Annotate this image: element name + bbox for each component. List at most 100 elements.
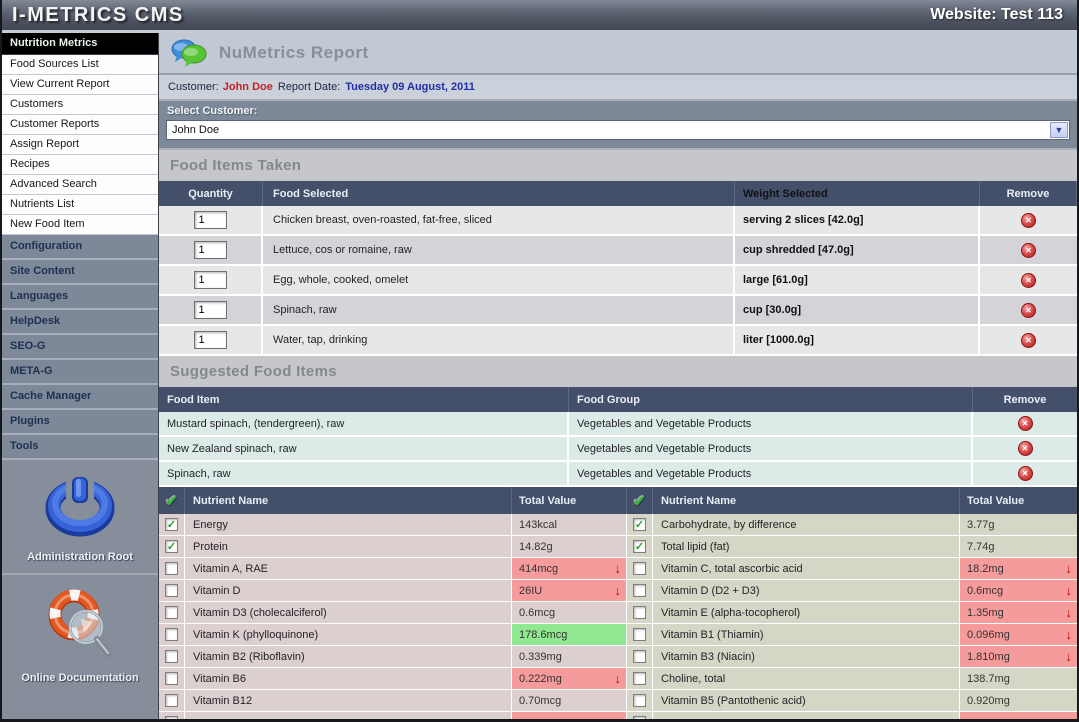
nutrient-checkbox[interactable] — [633, 672, 646, 685]
sidebar-item[interactable]: Food Sources List — [2, 55, 158, 75]
administration-root-label: Administration Root — [27, 551, 133, 563]
select-all-left-check-icon[interactable]: ✔ — [165, 492, 178, 510]
power-icon — [45, 474, 115, 537]
suggested-food-item-text: New Zealand spinach, raw — [159, 437, 569, 460]
nutrient-name-text: Vitamin B5 (Pantothenic acid) — [653, 690, 960, 711]
sidebar-item[interactable]: Customers — [2, 95, 158, 115]
sidebar-admin-item[interactable]: Cache Manager — [2, 385, 158, 410]
suggested-food-group-text: Vegetables and Vegetable Products — [569, 437, 973, 460]
sidebar-item[interactable]: New Food Item — [2, 215, 158, 235]
sidebar-admin-item[interactable]: Tools — [2, 435, 158, 460]
nutrient-checkbox[interactable] — [633, 694, 646, 707]
weight-selected-text: large [61.0g] — [735, 266, 980, 294]
sidebar-item[interactable]: Assign Report — [2, 135, 158, 155]
down-arrow-icon: ↓ — [614, 561, 622, 576]
nutrient-checkbox[interactable] — [165, 540, 178, 553]
nutrient-checkbox[interactable] — [165, 562, 178, 575]
customer-info-row: Customer: John Doe Report Date: Tuesday … — [159, 75, 1077, 101]
nutrient-checkbox[interactable] — [633, 518, 646, 531]
down-arrow-icon: ↓ — [614, 583, 622, 598]
nutrient-name-text: Vitamin E (alpha-tocopherol) — [653, 602, 960, 623]
sidebar-admin-item[interactable]: SEO-G — [2, 335, 158, 360]
sidebar-admin-item[interactable]: Configuration — [2, 235, 158, 260]
nutrient-value-text: 414mcg — [519, 562, 559, 575]
remove-button[interactable] — [1017, 466, 1033, 481]
nutrient-checkbox[interactable] — [633, 716, 646, 719]
online-documentation-label: Online Documentation — [21, 672, 139, 684]
quantity-input[interactable] — [193, 241, 227, 259]
suggested-table-body: Mustard spinach, (tendergreen), raw Veget… — [159, 412, 1077, 487]
nutrient-checkbox[interactable] — [165, 628, 178, 641]
food-items-table-body: Chicken breast, oven-roasted, fat-free, … — [159, 206, 1077, 356]
remove-button[interactable] — [1021, 242, 1036, 258]
nutrient-checkbox[interactable] — [633, 584, 646, 597]
nutrient-name-text: Vitamin B2 (Riboflavin) — [185, 646, 512, 667]
sidebar-section-nutrition-metrics[interactable]: Nutrition Metrics — [2, 33, 158, 55]
administration-root-block[interactable]: Administration Root — [2, 460, 158, 573]
help-lifering-magnifier-icon — [48, 589, 112, 658]
sidebar-admin-item[interactable]: Languages — [2, 285, 158, 310]
nutrient-value-text: 0.222mg — [519, 672, 562, 685]
customer-name: John Doe — [222, 81, 273, 93]
nutrient-checkbox[interactable] — [165, 606, 178, 619]
customer-select-value: John Doe — [172, 124, 220, 136]
chevron-down-icon[interactable]: ▼ — [1050, 122, 1068, 138]
nutrient-checkbox[interactable] — [633, 540, 646, 553]
food-selected-text: Chicken breast, oven-roasted, fat-free, … — [263, 206, 735, 234]
nutrient-row: Protein 14.82g Total lipid (fat) 7.74g — [159, 536, 1077, 558]
nutrient-checkbox[interactable] — [633, 650, 646, 663]
nutrient-row: Vitamin D 26IU ↓ Vitamin D (D2 + D3) 0.6mcg ↓ — [159, 580, 1077, 602]
sidebar-item[interactable]: View Current Report — [2, 75, 158, 95]
nutrient-checkbox[interactable] — [165, 716, 178, 719]
sidebar-admin-item[interactable]: META-G — [2, 360, 158, 385]
nutrient-value-text: 1.810mg — [967, 650, 1010, 663]
nutrient-checkbox[interactable] — [633, 562, 646, 575]
sidebar-item[interactable]: Nutrients List — [2, 195, 158, 215]
main-panel: NuMetrics Report Customer: John Doe Repo… — [159, 33, 1077, 719]
remove-button[interactable] — [1017, 416, 1033, 431]
col-header-food-selected: Food Selected — [263, 181, 735, 206]
remove-button[interactable] — [1021, 332, 1036, 348]
nutrient-checkbox[interactable] — [165, 672, 178, 685]
nutrient-checkbox[interactable] — [165, 518, 178, 531]
down-arrow-icon: ↓ — [1065, 583, 1073, 598]
food-items-section-title: Food Items Taken — [159, 150, 1077, 181]
col-header-nutrient-name-left: Nutrient Name — [185, 487, 512, 514]
sidebar-item[interactable]: Advanced Search — [2, 175, 158, 195]
nutrient-checkbox[interactable] — [633, 606, 646, 619]
sidebar: Nutrition Metrics Food Sources List View … — [2, 33, 159, 719]
food-selected-text: Lettuce, cos or romaine, raw — [263, 236, 735, 264]
quantity-input[interactable] — [193, 271, 227, 289]
remove-button[interactable] — [1021, 272, 1036, 288]
remove-button[interactable] — [1021, 212, 1036, 228]
sidebar-admin-item[interactable]: Plugins — [2, 410, 158, 435]
select-all-right-check-icon[interactable]: ✔ — [633, 492, 646, 510]
app-title: I-METRICS CMS — [12, 3, 184, 26]
food-selected-text: Egg, whole, cooked, omelet — [263, 266, 735, 294]
sidebar-item[interactable]: Recipes — [2, 155, 158, 175]
report-date: Tuesday 09 August, 2011 — [345, 81, 475, 93]
remove-button[interactable] — [1021, 302, 1036, 318]
customer-select[interactable]: John Doe ▼ — [166, 120, 1070, 140]
quantity-input[interactable] — [193, 331, 227, 349]
nutrient-name-text: Vitamin C, total ascorbic acid — [653, 558, 960, 579]
online-documentation-block[interactable]: Online Documentation — [2, 573, 158, 694]
nutrient-checkbox[interactable] — [165, 650, 178, 663]
nutrient-row: Vitamin A, RAE 414mcg ↓ Vitamin C, total as… — [159, 558, 1077, 580]
remove-button[interactable] — [1017, 441, 1033, 456]
down-arrow-icon: ↓ — [1065, 627, 1073, 642]
quantity-input[interactable] — [193, 211, 227, 229]
sidebar-item[interactable]: Customer Reports — [2, 115, 158, 135]
nutrients-table-body: Energy 143kcal Carbohydrate, by difference… — [159, 514, 1077, 719]
nutrient-checkbox[interactable] — [165, 584, 178, 597]
sidebar-admin-item[interactable]: Site Content — [2, 260, 158, 285]
nutrient-value-text: 178.6mcg — [519, 628, 568, 641]
nutrient-name-text: Vitamin B3 (Niacin) — [653, 646, 960, 667]
nutrient-checkbox[interactable] — [633, 628, 646, 641]
sidebar-admin-item[interactable]: HelpDesk — [2, 310, 158, 335]
quantity-input[interactable] — [193, 301, 227, 319]
nutrient-checkbox[interactable] — [165, 694, 178, 707]
nutrient-name-text: Vitamin B1 (Thiamin) — [653, 624, 960, 645]
